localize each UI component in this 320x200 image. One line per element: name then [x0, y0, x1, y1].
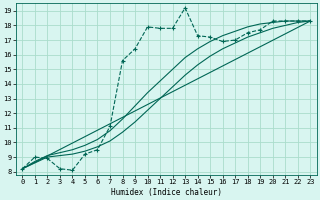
- X-axis label: Humidex (Indice chaleur): Humidex (Indice chaleur): [111, 188, 222, 197]
